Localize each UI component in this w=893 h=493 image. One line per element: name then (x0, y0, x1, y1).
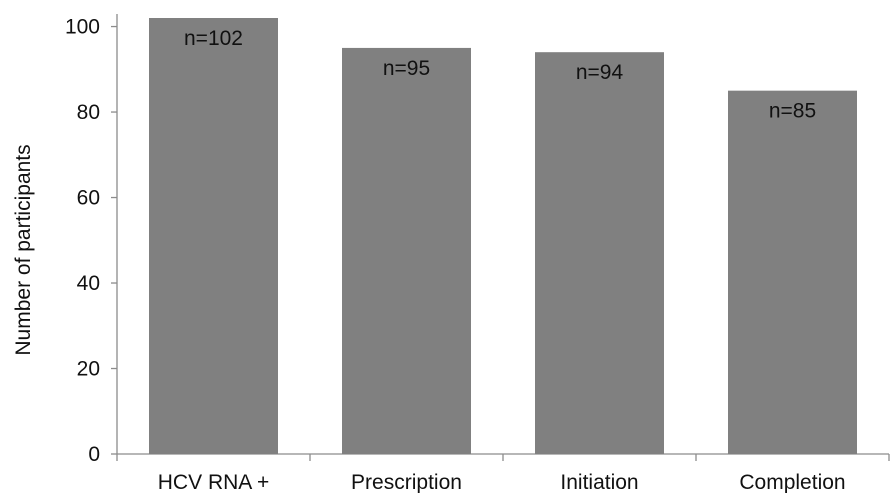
bar (535, 52, 664, 455)
x-tick-label: Prescription (351, 471, 462, 493)
data-label: n=85 (769, 100, 816, 123)
y-tick-label: 40 (77, 272, 100, 295)
x-tick-label: Completion (739, 471, 845, 493)
y-tick-label: 80 (77, 101, 100, 124)
y-tick-label: 20 (77, 358, 100, 381)
data-label: n=94 (576, 61, 624, 84)
x-tick-label: Initiation (560, 471, 638, 493)
x-tick-label: HCV RNA + (158, 471, 269, 493)
y-axis-label: Number of participants (12, 144, 35, 355)
bar (149, 18, 278, 454)
data-label: n=102 (184, 27, 243, 50)
labels: n=102 HCV RNA + n=95 Prescription n=94 Initia… (158, 27, 846, 493)
y-tick-label: 100 (65, 16, 100, 39)
y-tick-label: 60 (77, 187, 100, 210)
y-tick-label: 0 (88, 443, 100, 466)
bar (728, 90, 857, 455)
data-label: n=95 (383, 57, 430, 80)
bars (149, 18, 857, 455)
bar (342, 47, 471, 454)
